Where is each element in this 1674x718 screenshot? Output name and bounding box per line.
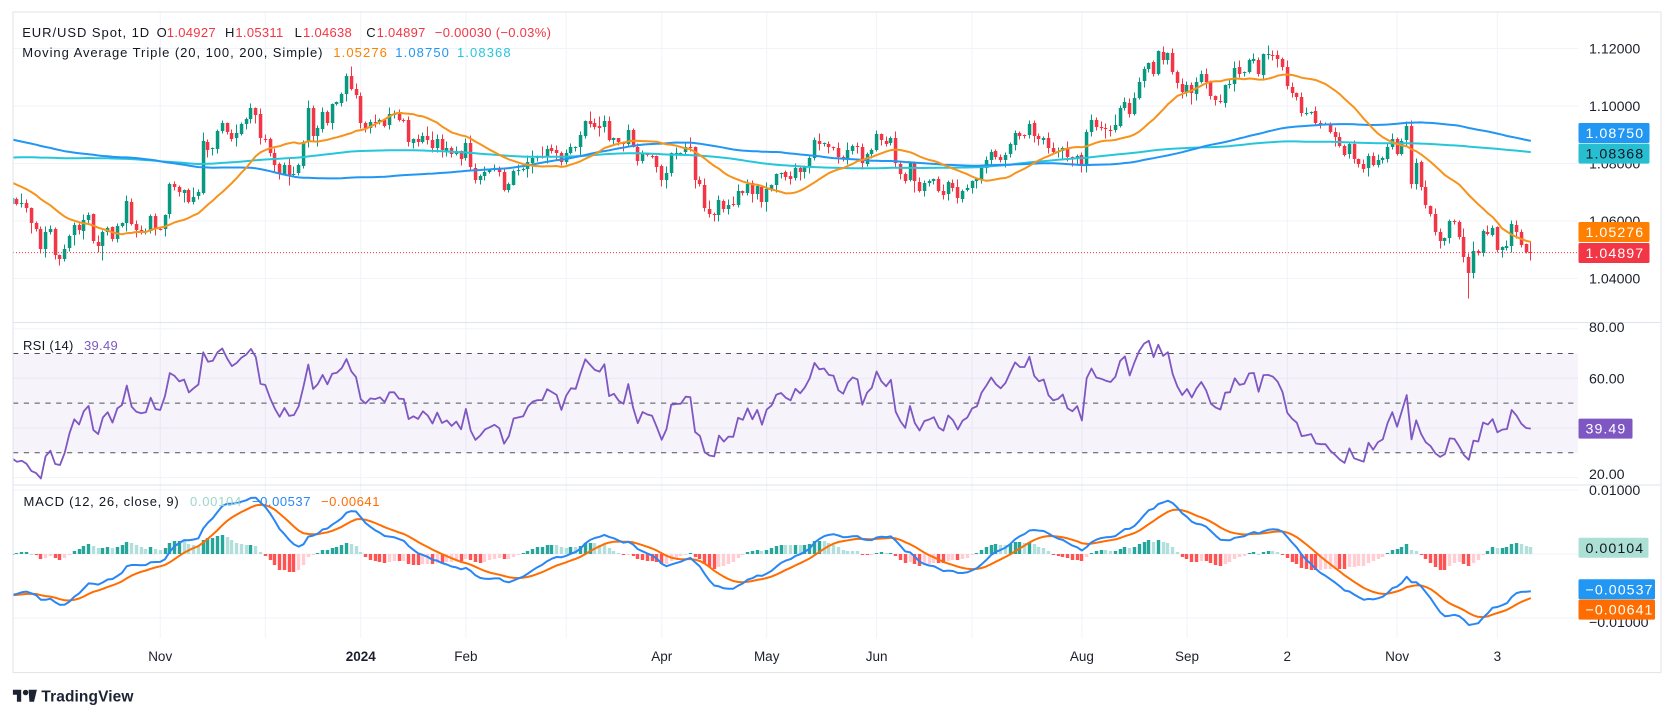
svg-text:1.04927: 1.04927 — [167, 25, 216, 40]
svg-text:20.00: 20.00 — [1589, 467, 1625, 483]
svg-text:Feb: Feb — [454, 649, 477, 664]
svg-text:60.00: 60.00 — [1589, 371, 1625, 387]
svg-text:1.04638: 1.04638 — [303, 25, 352, 40]
svg-text:Nov: Nov — [148, 649, 172, 664]
svg-text:1.08750: 1.08750 — [395, 45, 450, 60]
svg-text:Sep: Sep — [1175, 649, 1199, 664]
svg-text:1.10000: 1.10000 — [1589, 99, 1640, 115]
svg-text:1.08750: 1.08750 — [1586, 126, 1645, 142]
svg-text:−0.00537: −0.00537 — [1586, 582, 1654, 598]
svg-text:RSI (14): RSI (14) — [23, 338, 74, 353]
svg-text:0.01000: 0.01000 — [1589, 483, 1640, 499]
svg-text:1.04897: 1.04897 — [377, 25, 426, 40]
svg-text:1.05276: 1.05276 — [333, 45, 388, 60]
svg-text:O: O — [157, 25, 167, 40]
svg-text:May: May — [754, 649, 780, 664]
svg-text:1.12000: 1.12000 — [1589, 42, 1640, 58]
svg-text:H: H — [225, 25, 234, 40]
svg-text:−0.00537: −0.00537 — [252, 494, 311, 509]
svg-text:1.04897: 1.04897 — [1586, 246, 1645, 262]
svg-text:1.08368: 1.08368 — [1586, 147, 1645, 163]
svg-text:3: 3 — [1494, 649, 1502, 664]
svg-text:1.08368: 1.08368 — [457, 45, 512, 60]
svg-text:39.49: 39.49 — [84, 338, 118, 353]
svg-text:1.05276: 1.05276 — [1586, 225, 1645, 241]
svg-text:2024: 2024 — [346, 649, 377, 664]
svg-text:EUR/USD Spot, 1D: EUR/USD Spot, 1D — [22, 25, 150, 40]
svg-text:−0.00641: −0.00641 — [1586, 603, 1654, 619]
svg-text:1.04000: 1.04000 — [1589, 272, 1640, 288]
svg-text:Nov: Nov — [1385, 649, 1409, 664]
svg-text:Jun: Jun — [866, 649, 888, 664]
svg-text:−0.00641: −0.00641 — [321, 494, 380, 509]
svg-text:MACD (12, 26, close, 9): MACD (12, 26, close, 9) — [24, 494, 180, 509]
svg-text:Aug: Aug — [1070, 649, 1094, 664]
svg-text:Moving Average Triple (20, 100: Moving Average Triple (20, 100, 200, Sim… — [22, 45, 323, 60]
svg-text:39.49: 39.49 — [1586, 422, 1627, 438]
svg-text:L: L — [295, 25, 302, 40]
svg-text:TradingView: TradingView — [41, 689, 134, 706]
svg-text:2: 2 — [1284, 649, 1292, 664]
svg-text:80.00: 80.00 — [1589, 320, 1625, 336]
svg-text:Apr: Apr — [651, 649, 673, 664]
svg-text:1.05311: 1.05311 — [235, 25, 283, 40]
svg-text:0.00104: 0.00104 — [190, 494, 242, 509]
svg-text:C: C — [366, 25, 375, 40]
svg-text:−0.00030 (−0.03%): −0.00030 (−0.03%) — [435, 25, 551, 40]
svg-text:0.00104: 0.00104 — [1586, 541, 1645, 557]
